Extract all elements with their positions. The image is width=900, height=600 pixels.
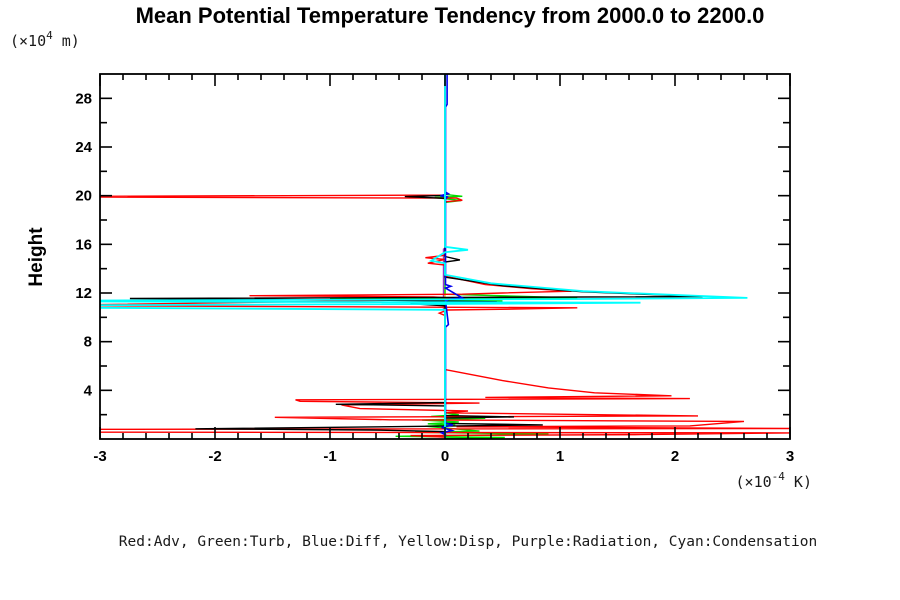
x-tick-label: 3 [786,448,794,465]
y-tick-label: 20 [75,188,92,205]
series-condensation-line [100,74,748,439]
x-tick-label: 2 [671,448,679,465]
x-tick-label: -1 [323,448,336,465]
y-tick-label: 4 [84,382,93,399]
x-axis-unit-label: (×10-4 K) [736,470,812,491]
y-tick-label: 12 [75,285,92,302]
x-tick-label: 1 [556,448,564,465]
series-total-line [129,74,703,439]
y-axis-label: Height [26,227,47,287]
y-tick-label: 24 [75,139,92,156]
series-turb-line [329,74,578,439]
y-tick-label: 8 [84,334,92,351]
x-tick-label: 0 [441,448,449,465]
axis-ticks [99,74,791,439]
x-tick-label: -3 [93,448,106,465]
series-group [100,74,790,439]
y-tick-label: 28 [75,90,92,107]
legend-text: Red:Adv, Green:Turb, Blue:Diff, Yellow:D… [119,534,817,550]
y-tick-label: 16 [75,236,92,253]
chart-title: Mean Potential Temperature Tendency from… [136,3,765,28]
x-tick-label: -2 [208,448,221,465]
y-axis-unit-label: (×104 m) [10,29,80,50]
